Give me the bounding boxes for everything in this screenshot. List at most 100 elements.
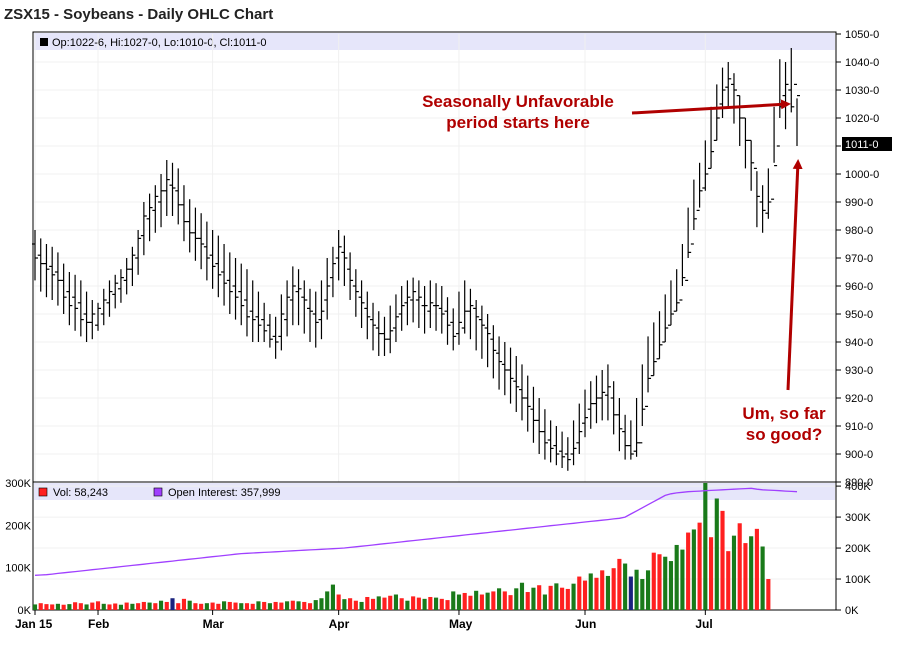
price-tick-label: 1050-0: [845, 29, 879, 41]
oi-legend: Open Interest: 357,999: [168, 487, 281, 499]
volume-bar: [359, 601, 364, 610]
ohlc-bar: [341, 235, 348, 286]
volume-tick-label: 200K: [845, 543, 871, 555]
seasonal-annotation: Seasonally Unfavorable period starts her…: [400, 91, 636, 133]
volume-bar: [537, 585, 542, 610]
ohlc-bar: [759, 185, 766, 233]
ohlc-bar: [152, 185, 159, 233]
ohlc-bar: [771, 106, 778, 200]
volume-bar: [456, 594, 462, 610]
volume-bars: [32, 483, 771, 610]
ohlc-bar: [599, 370, 606, 421]
ohlc-bar: [261, 302, 268, 342]
ohlc-bar: [123, 258, 130, 295]
ohlc-bar: [742, 117, 749, 169]
ohlc-bar: [708, 106, 715, 169]
ohlc-bar: [507, 347, 514, 404]
volume-bar: [124, 602, 129, 610]
vol-legend-marker: [38, 487, 48, 497]
ohlc-bar: [702, 140, 709, 191]
volume-left-tick-label: 100K: [5, 563, 31, 575]
volume-bar: [61, 604, 66, 610]
volume-bar: [554, 583, 559, 610]
ohlc-bar: [135, 230, 142, 275]
volume-bar: [227, 601, 232, 610]
ohlc-bar: [358, 280, 365, 328]
volume-bar: [130, 603, 135, 610]
volume-bar: [651, 552, 656, 610]
ohlc-bar: [415, 280, 422, 328]
volume-bar: [55, 603, 60, 610]
volume-bar: [628, 576, 633, 610]
volume-bar: [399, 598, 404, 610]
volume-bar: [754, 528, 759, 610]
ohlc-bar: [685, 207, 692, 281]
volume-bar: [594, 577, 599, 610]
ohlc-bar: [66, 272, 73, 326]
volume-left-tick-label: 0K: [18, 605, 32, 617]
volume-bar: [422, 598, 427, 610]
ohlc-bar: [667, 280, 674, 326]
ohlc-bar: [312, 291, 319, 348]
open-interest-line: [34, 487, 798, 576]
volume-bar: [393, 594, 399, 610]
ohlc-bar: [582, 389, 589, 438]
volume-bar: [170, 598, 175, 610]
volume-bar: [302, 601, 307, 610]
ohlc-bar: [467, 288, 474, 340]
ohlc-bar: [450, 308, 457, 351]
price-tick-label: 910-0: [845, 421, 873, 433]
volume-bar: [204, 603, 209, 610]
ohlc-bar: [725, 62, 732, 107]
ohlc-bar: [335, 230, 342, 281]
volume-bar: [605, 575, 610, 610]
ohlc-bar: [421, 286, 428, 334]
ohlc-bar: [329, 246, 336, 298]
ohlc-bar: [410, 277, 417, 323]
ohlc-bar: [765, 168, 772, 219]
ohlc-bar: [352, 269, 359, 317]
price-axis: 890-0 900-0 910-0 920-0 930-0 940-0 950-0 960-0…: [836, 29, 879, 489]
price-tick-label: 940-0: [845, 337, 873, 349]
volume-bar: [353, 600, 358, 610]
volume-bar: [497, 588, 502, 610]
ohlc-bar: [645, 336, 652, 407]
ohlc-bar: [570, 420, 577, 466]
ohlc-bar: [513, 356, 520, 412]
ohlc-bar: [788, 48, 795, 113]
ohlc-bar: [662, 294, 669, 343]
volume-bar: [187, 600, 192, 610]
ohlc-bar: [60, 263, 67, 314]
ohlc-bar: [243, 269, 250, 337]
ohlc-bar: [284, 280, 291, 337]
ohlc-bar: [158, 174, 165, 228]
ohlc-bar: [541, 409, 548, 460]
volume-bar: [90, 602, 95, 610]
ohlc-bar: [455, 291, 462, 345]
volume-bar: [577, 576, 582, 610]
volume-bar: [216, 603, 221, 610]
ohlc-bar: [238, 263, 245, 326]
volume-bar: [474, 590, 479, 610]
ohlc-bar: [163, 160, 170, 216]
x-tick-label: May: [449, 617, 473, 631]
ohlc-bar: [576, 403, 583, 454]
volume-bar: [118, 604, 124, 610]
volume-bar: [433, 597, 439, 610]
ohlc-bar: [89, 300, 96, 340]
ohlc-bar: [473, 300, 480, 351]
volume-bar: [296, 601, 301, 610]
volume-bar: [737, 523, 742, 610]
ohlc-bar: [112, 274, 119, 309]
ohlc-bar: [524, 375, 531, 432]
volume-bar: [720, 510, 725, 610]
volume-bar: [73, 602, 78, 610]
x-tick-label: Jun: [575, 617, 596, 631]
volume-bar: [348, 598, 353, 610]
volume-bar: [468, 595, 473, 610]
volume-bar: [657, 554, 662, 610]
volume-bar: [462, 592, 467, 610]
volume-bar: [565, 588, 570, 610]
volume-bar: [336, 594, 341, 610]
